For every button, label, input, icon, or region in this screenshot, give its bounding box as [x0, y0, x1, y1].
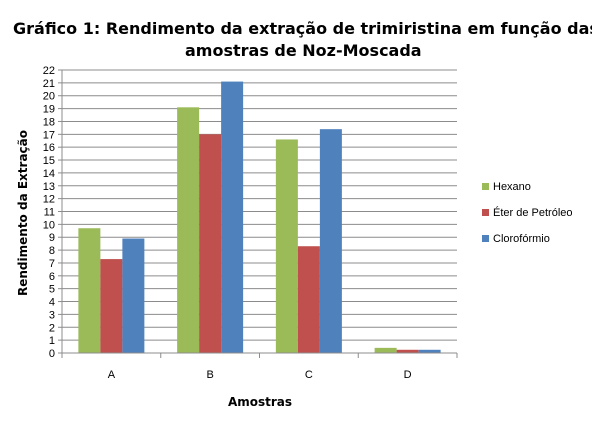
y-tick-label: 9 [49, 232, 55, 244]
bar-B-3 [221, 81, 244, 353]
x-tick-label: A [108, 369, 116, 381]
bar-D-2 [396, 349, 419, 353]
y-tick-label: 0 [49, 348, 55, 360]
legend-swatch [482, 183, 489, 190]
x-tick-labels: A B C D [108, 369, 412, 381]
y-tick-label: 4 [49, 297, 55, 309]
axes [61, 70, 458, 358]
y-tick-label: 6 [49, 271, 55, 283]
bar-C-3 [319, 129, 342, 353]
y-tick-label: 15 [43, 155, 55, 167]
bar-A-1 [78, 228, 101, 353]
bar-B-1 [177, 107, 200, 354]
y-tick-label: 3 [49, 309, 55, 321]
legend-swatch [482, 209, 489, 216]
y-axis-label: Rendimento da Extração [16, 130, 30, 296]
bar-D-3 [418, 349, 441, 353]
bar-C-2 [297, 246, 320, 353]
y-tick-label: 2 [49, 322, 55, 334]
legend-label: Clorofórmio [493, 233, 550, 245]
chart-title-line-1: Gráfico 1: Rendimento da extração de tri… [13, 19, 592, 38]
y-tick-label: 12 [43, 194, 55, 206]
y-tick-label: 22 [43, 65, 55, 77]
y-tick-label: 17 [43, 129, 55, 141]
legend-label: Éter de Petróleo [493, 206, 573, 219]
y-tick-label: 14 [43, 168, 55, 180]
legend: Hexano Éter de Petróleo Clorofórmio [482, 181, 573, 245]
chart-title-line-2: amostras de Noz-Moscada [185, 41, 422, 60]
y-tick-label: 13 [43, 181, 55, 193]
bar-A-3 [122, 238, 145, 353]
y-tick-label: 7 [49, 258, 55, 270]
bar-D-1 [374, 347, 397, 353]
bar-A-2 [100, 259, 123, 353]
y-tick-label: 21 [43, 78, 55, 90]
y-tick-label: 5 [49, 284, 55, 296]
y-tick-label: 1 [49, 335, 55, 347]
x-tick-label: D [404, 369, 412, 381]
bar-B-2 [199, 134, 222, 353]
y-tick-label: 11 [44, 207, 55, 219]
bars [78, 81, 441, 354]
legend-label: Hexano [493, 181, 531, 193]
y-tick-label: 18 [43, 116, 55, 128]
x-axis-label: Amostras [228, 395, 292, 409]
bar-C-1 [275, 139, 298, 353]
x-tick-label: B [206, 369, 213, 381]
y-tick-label: 19 [43, 104, 55, 116]
x-tick-label: C [305, 369, 313, 381]
legend-swatch [482, 235, 489, 242]
y-tick-label: 8 [49, 245, 55, 257]
y-tick-label: 16 [43, 142, 55, 154]
y-tick-label: 10 [43, 219, 55, 231]
y-tick-label: 20 [43, 91, 55, 103]
